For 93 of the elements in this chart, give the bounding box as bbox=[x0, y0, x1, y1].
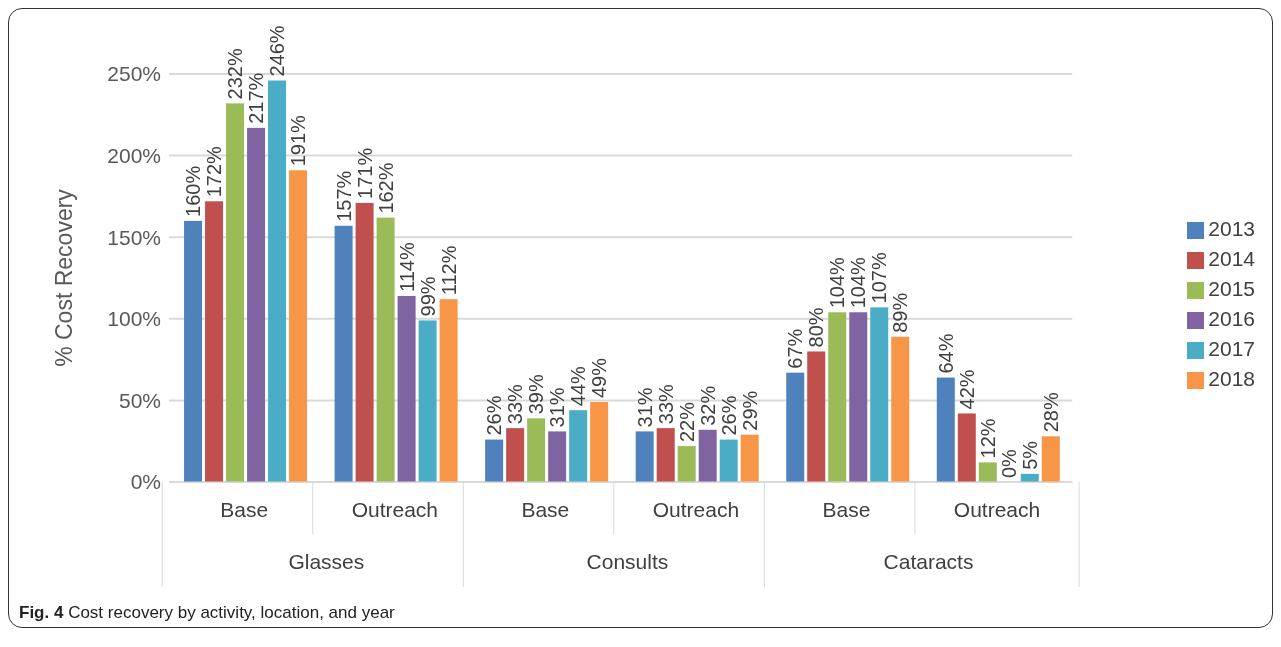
bar bbox=[506, 428, 525, 482]
bar bbox=[205, 201, 224, 482]
data-label: 33% bbox=[654, 383, 677, 425]
data-label: 31% bbox=[546, 387, 569, 428]
bar bbox=[376, 217, 395, 482]
y-axis-title: % Cost Recovery bbox=[51, 188, 78, 367]
legend-label: 2015 bbox=[1208, 277, 1255, 300]
data-label: 22% bbox=[675, 401, 698, 443]
x-tick-label: Base bbox=[220, 498, 269, 521]
data-label: 32% bbox=[696, 385, 719, 426]
data-label: 29% bbox=[738, 390, 761, 431]
text: Fig. 4 Cost recovery by activity, location, and year bbox=[18, 602, 396, 624]
bar bbox=[677, 446, 696, 482]
bar bbox=[397, 295, 416, 482]
y-tick-label: 250% bbox=[107, 62, 161, 86]
text: Cataracts bbox=[883, 550, 974, 573]
data-label: 49% bbox=[588, 357, 611, 399]
y-tick-label: 150% bbox=[107, 225, 161, 249]
legend-label: 2017 bbox=[1208, 337, 1255, 360]
bar bbox=[936, 377, 955, 482]
data-label: 112% bbox=[437, 245, 460, 296]
data-label: 104% bbox=[847, 256, 870, 309]
data-label: 31% bbox=[633, 387, 656, 428]
bar bbox=[849, 312, 868, 482]
bar bbox=[635, 431, 654, 482]
x-tick-label: Base bbox=[822, 498, 871, 521]
bar bbox=[698, 429, 717, 482]
bar bbox=[590, 402, 609, 482]
bar bbox=[439, 299, 458, 482]
data-label: 44% bbox=[567, 365, 590, 407]
x-tick-label: Base bbox=[521, 498, 570, 521]
data-label: 114% bbox=[395, 242, 418, 292]
bar bbox=[978, 462, 997, 482]
bar bbox=[247, 127, 266, 482]
bar bbox=[656, 428, 675, 482]
bar bbox=[485, 439, 504, 482]
data-label: 99% bbox=[416, 276, 439, 317]
data-label: 5% bbox=[1018, 440, 1041, 470]
data-label: 12% bbox=[976, 418, 999, 459]
bar bbox=[527, 418, 546, 482]
bar bbox=[957, 413, 976, 482]
bar bbox=[268, 80, 287, 482]
data-label: 26% bbox=[483, 395, 506, 436]
data-label: 171% bbox=[353, 147, 376, 199]
bar bbox=[786, 372, 805, 482]
data-label: 67% bbox=[784, 328, 807, 369]
bar bbox=[184, 220, 203, 482]
bar bbox=[828, 312, 847, 482]
data-label: 107% bbox=[868, 252, 891, 304]
bar bbox=[418, 320, 437, 482]
data-label: 162% bbox=[374, 162, 397, 214]
x-tick-label: Outreach bbox=[953, 498, 1041, 521]
text: Consults bbox=[586, 550, 669, 573]
legend-label: 2013 bbox=[1208, 217, 1255, 240]
data-label: 160% bbox=[182, 165, 205, 217]
y-tick-label: 100% bbox=[107, 307, 161, 331]
data-label: 232% bbox=[224, 48, 247, 100]
bar bbox=[1041, 436, 1060, 482]
data-label: 80% bbox=[805, 307, 828, 348]
bar bbox=[719, 439, 738, 482]
y-tick-label: 200% bbox=[107, 144, 161, 168]
data-label: 246% bbox=[266, 25, 289, 77]
data-label: 217% bbox=[245, 72, 268, 124]
data-label: 0% bbox=[997, 448, 1020, 478]
bar bbox=[891, 336, 910, 482]
legend-label: 2014 bbox=[1208, 247, 1255, 270]
bar bbox=[289, 170, 308, 482]
legend-label: 2016 bbox=[1208, 307, 1255, 330]
legend-label: 2018 bbox=[1208, 367, 1255, 390]
data-label: 172% bbox=[203, 145, 226, 198]
bar bbox=[569, 410, 588, 482]
data-label: 191% bbox=[287, 114, 310, 167]
data-label: 89% bbox=[889, 292, 912, 333]
data-label: 33% bbox=[504, 383, 527, 425]
bar bbox=[740, 434, 759, 482]
bar bbox=[548, 431, 567, 482]
x-tick-label: Outreach bbox=[351, 498, 439, 521]
y-tick-label: 0% bbox=[130, 470, 161, 494]
bar bbox=[807, 351, 826, 482]
bar bbox=[334, 225, 353, 482]
data-label: 42% bbox=[955, 369, 978, 410]
data-label: 157% bbox=[332, 170, 355, 222]
y-tick-label: 50% bbox=[118, 388, 161, 412]
text: Glasses bbox=[288, 550, 365, 573]
x-tick-label: Outreach bbox=[652, 498, 740, 521]
data-label: 28% bbox=[1039, 392, 1062, 433]
data-label: 64% bbox=[934, 333, 957, 374]
data-label: 39% bbox=[525, 374, 548, 415]
data-label: 104% bbox=[826, 256, 849, 309]
bar bbox=[355, 202, 374, 482]
bar bbox=[226, 103, 245, 482]
data-label: 26% bbox=[717, 395, 740, 436]
bar bbox=[870, 307, 889, 482]
